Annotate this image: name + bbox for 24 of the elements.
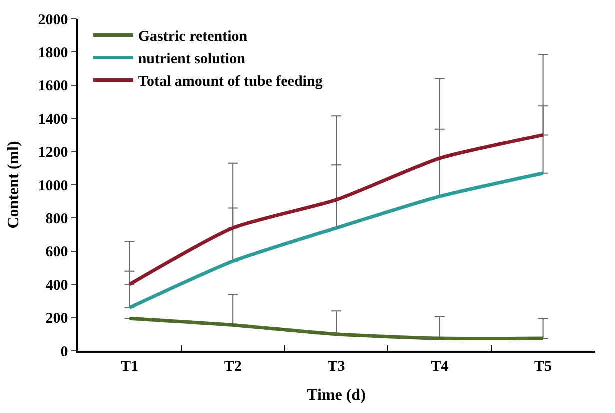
y-tick-label: 1200 [38, 145, 68, 162]
y-tick-label: 800 [46, 211, 68, 228]
legend-label: nutrient solution [138, 52, 246, 68]
y-axis-title: Content (ml) [6, 141, 23, 229]
y-tick-label: 1000 [38, 178, 68, 194]
x-axis-title: Time (d) [307, 386, 366, 404]
x-tick-label: T1 [120, 358, 138, 375]
y-tick-label: 600 [46, 244, 68, 261]
x-tick-label: T4 [431, 358, 450, 375]
y-tick-label: 0 [60, 344, 68, 360]
line-series [128, 172, 546, 310]
x-tick-label: T2 [224, 358, 242, 375]
y-tick-label: 2000 [38, 12, 68, 28]
y-tick-label: 400 [46, 278, 68, 294]
line-series [128, 316, 546, 341]
legend-label: Total amount of tube feeding [138, 74, 324, 90]
y-tick-label: 200 [46, 311, 68, 328]
y-tick-label: 1800 [38, 45, 68, 62]
x-tick-label: T3 [328, 358, 346, 375]
legend-label: Gastric retention [138, 29, 248, 46]
y-tick-label: 1600 [38, 78, 68, 95]
x-tick-label: T5 [534, 358, 552, 375]
y-tick-label: 1400 [38, 112, 68, 128]
line-series [128, 133, 546, 286]
